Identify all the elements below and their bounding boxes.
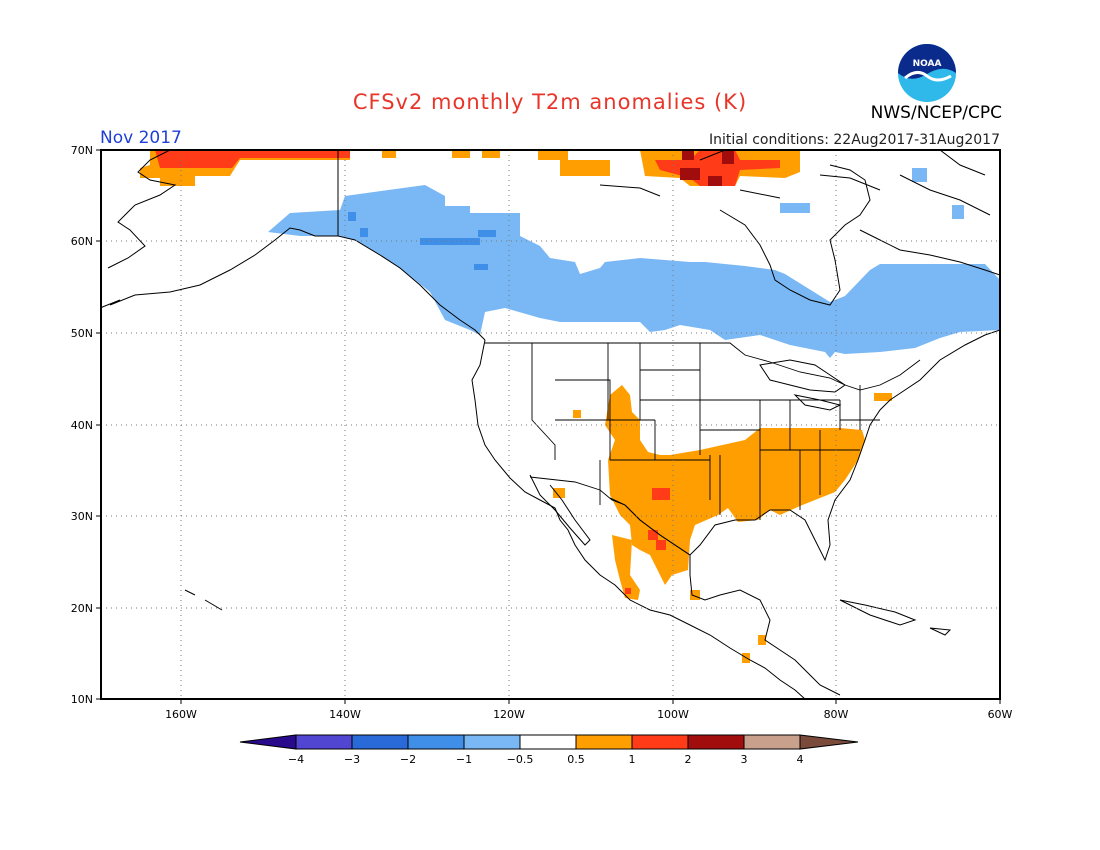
- cool-anomaly-strong-3: [348, 212, 356, 221]
- anomaly-shading: [140, 150, 1000, 663]
- legend-swatch: [407, 734, 465, 750]
- lon-label: 60W: [988, 708, 1013, 721]
- lon-label: 140W: [329, 708, 361, 721]
- cool-anomaly-strong-4: [360, 228, 368, 237]
- warm-anomaly-arctic-small-2: [560, 160, 610, 176]
- legend-tick-label: 2: [685, 753, 692, 766]
- cool-anomaly-band: [268, 185, 1000, 358]
- coastline-alaska: [101, 150, 486, 341]
- legend-swatch-below-4: [239, 734, 297, 750]
- coastline-pacific: [471, 339, 806, 699]
- legend-labels: −4 −3 −2 −1 −0.5 0.5 1 2 3 4: [288, 753, 804, 766]
- legend-swatch: [575, 734, 633, 750]
- legend-tick-label: 0.5: [567, 753, 585, 766]
- warm-anomaly-arctic-darkred-4: [722, 150, 734, 164]
- warm-anomaly-arctic-small-1: [538, 150, 568, 160]
- warm-anomaly-arctic-small-4: [482, 150, 500, 158]
- cool-anomaly-patch-baffin: [952, 205, 964, 219]
- cool-anomaly-strong-2: [478, 230, 496, 237]
- warm-anomaly-strong-mexico: [625, 588, 631, 594]
- legend-swatch: [351, 734, 409, 750]
- warm-anomaly-strong-texas-3: [656, 540, 666, 550]
- lat-label: 30N: [71, 510, 93, 523]
- lat-label: 10N: [71, 693, 93, 706]
- forecast-month-label: Nov 2017: [100, 128, 182, 148]
- warm-anomaly-arctic-darkred-1: [682, 150, 694, 160]
- warm-anomaly-arctic-darkred-2: [680, 168, 700, 180]
- legend-swatch: [463, 734, 521, 750]
- warm-anomaly-nevada: [573, 410, 581, 418]
- lon-label: 160W: [165, 708, 197, 721]
- longitude-labels: 160W 140W 120W 100W 80W 60W: [165, 708, 1012, 721]
- lon-label: 120W: [493, 708, 525, 721]
- warm-anomaly-gulfcoast: [690, 590, 700, 600]
- legend-swatch: [519, 734, 577, 750]
- warm-anomaly-mexico-west: [612, 535, 640, 600]
- legend-tick-label: −3: [344, 753, 360, 766]
- warm-anomaly-arctic-small-5: [382, 150, 396, 158]
- noaa-logo-text: NOAA: [913, 59, 942, 69]
- warm-anomaly-newengland: [874, 393, 892, 401]
- cool-anomaly-patch-ne: [780, 203, 810, 213]
- legend-tick-label: 1: [629, 753, 636, 766]
- lon-label: 100W: [657, 708, 689, 721]
- legend-swatch: [743, 734, 801, 750]
- lat-label: 50N: [71, 327, 93, 340]
- axis-ticks: [96, 149, 1001, 704]
- great-lakes: [759, 359, 846, 411]
- cool-anomaly-strong-1: [420, 238, 480, 245]
- lat-label: 60N: [71, 235, 93, 248]
- lat-label: 20N: [71, 602, 93, 615]
- warm-anomaly-south-us: [605, 385, 865, 585]
- legend-tick-label: −2: [400, 753, 416, 766]
- color-legend: [239, 734, 859, 750]
- warm-anomaly-alaska-strong: [155, 150, 350, 168]
- cool-anomaly-strong-5: [474, 264, 488, 270]
- cool-anomaly-patch-arctic: [912, 168, 927, 182]
- political-borders: [337, 150, 921, 556]
- coastline-baja: [529, 474, 591, 546]
- warm-anomaly-arctic-small-3: [452, 150, 470, 158]
- coastline-labrador: [859, 229, 1000, 276]
- noaa-logo: NOAA: [898, 44, 956, 102]
- legend-swatch-above-4: [799, 734, 859, 750]
- warm-anomaly-strong-texas-2: [648, 530, 658, 540]
- state-borders-east: [760, 385, 880, 510]
- initial-conditions-label: Initial conditions: 22Aug2017-31Aug2017: [709, 132, 1000, 148]
- lat-label: 40N: [71, 419, 93, 432]
- legend-swatch: [295, 734, 353, 750]
- coastlines: [101, 150, 1000, 699]
- legend-tick-label: 3: [741, 753, 748, 766]
- lon-label: 80W: [824, 708, 849, 721]
- coastline-hudson-bay: [719, 164, 871, 306]
- legend-swatch: [687, 734, 745, 750]
- us-mexico-border: [529, 476, 691, 556]
- caribbean-islands: [184, 589, 952, 636]
- map-title: CFSv2 monthly T2m anomalies (K): [352, 90, 748, 114]
- agency-label: NWS/NCEP/CPC: [870, 103, 1002, 123]
- legend-swatch: [631, 734, 689, 750]
- state-borders-west: [531, 343, 710, 505]
- warm-anomaly-arctic-darkred-3: [708, 176, 722, 186]
- legend-tick-label: −0.5: [507, 753, 534, 766]
- us-canada-border: [485, 342, 921, 391]
- warm-anomaly-strong-texas-1: [652, 488, 670, 500]
- warm-anomaly-baja: [553, 488, 565, 498]
- legend-tick-label: −1: [456, 753, 472, 766]
- latitude-labels: 70N 60N 50N 40N 30N 20N 10N: [71, 144, 93, 706]
- legend-tick-label: 4: [797, 753, 804, 766]
- warm-anomaly-centralamerica-1: [758, 635, 766, 645]
- lat-label: 70N: [71, 144, 93, 157]
- legend-tick-label: −4: [288, 753, 304, 766]
- arctic-islands: [599, 150, 991, 216]
